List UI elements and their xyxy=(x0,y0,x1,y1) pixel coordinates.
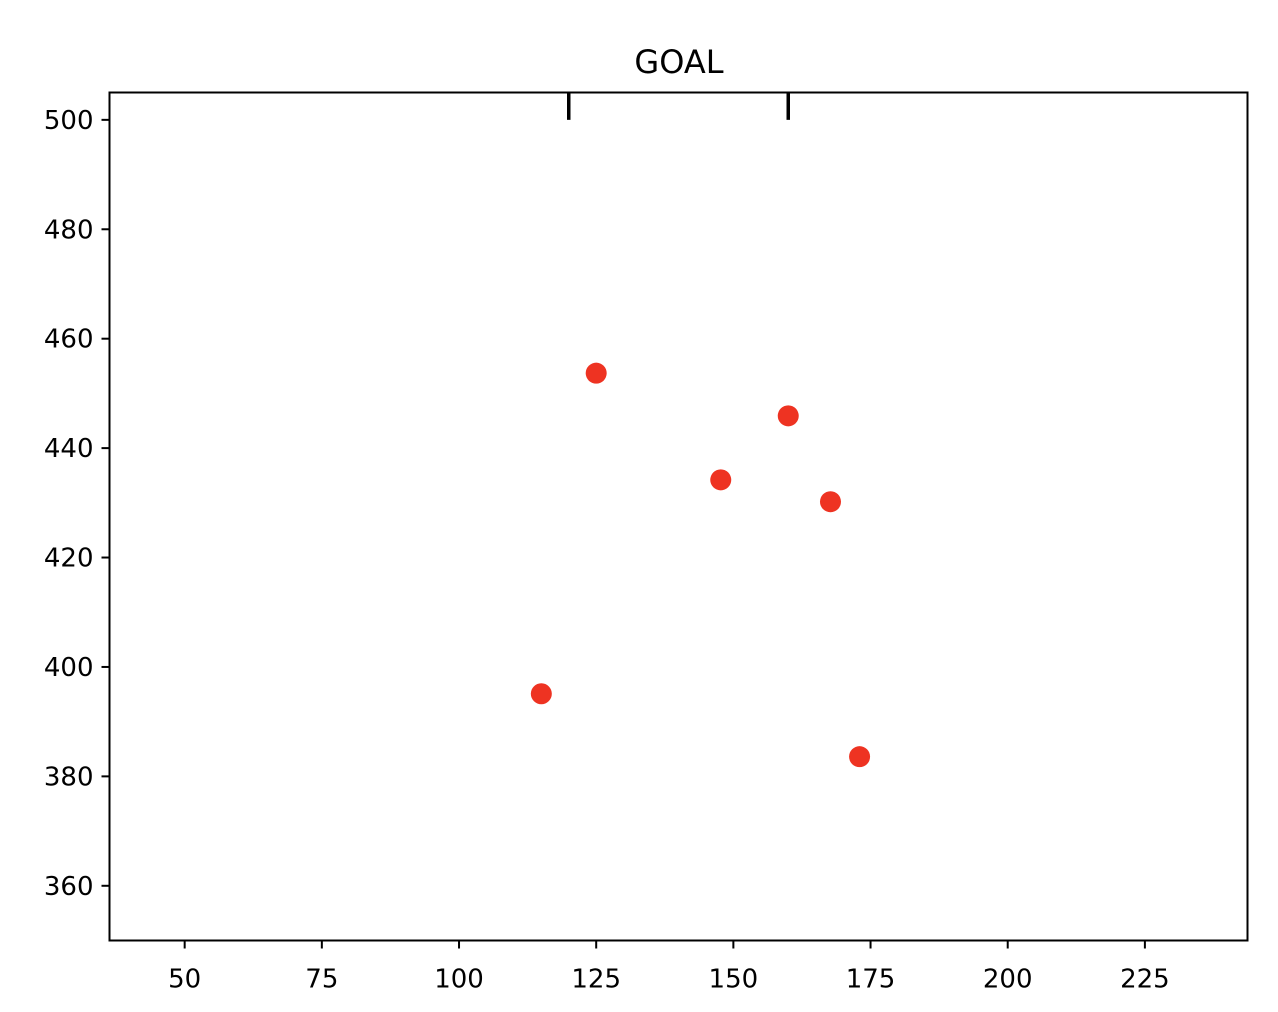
x-tick-label: 100 xyxy=(434,965,484,995)
x-tick-label: 150 xyxy=(709,965,759,995)
plot-frame xyxy=(108,91,1249,942)
y-tick-label: 460 xyxy=(44,325,94,355)
y-axis: 360 380 400 420 440 460 480 500 xyxy=(44,106,110,902)
data-points xyxy=(530,362,871,768)
y-tick-label: 480 xyxy=(44,215,94,245)
x-axis: 50 75 100 125 150 175 200 225 xyxy=(168,940,1170,995)
x-tick-label: 200 xyxy=(983,965,1033,995)
x-tick-label: 50 xyxy=(168,965,201,995)
data-point xyxy=(819,491,841,513)
y-tick-label: 360 xyxy=(44,872,94,902)
x-tick-label: 125 xyxy=(571,965,621,995)
y-tick-label: 420 xyxy=(44,544,94,574)
x-tick-label: 225 xyxy=(1120,965,1170,995)
chart-title: GOAL xyxy=(634,43,723,81)
y-tick-label: 440 xyxy=(44,434,94,464)
data-point xyxy=(849,746,871,768)
data-point xyxy=(710,469,732,491)
y-tick-label: 380 xyxy=(44,762,94,792)
goal-posts xyxy=(567,92,790,120)
x-tick-label: 175 xyxy=(846,965,896,995)
data-point xyxy=(777,405,799,427)
data-point xyxy=(530,683,552,705)
y-tick-label: 400 xyxy=(44,653,94,683)
y-tick-label: 500 xyxy=(44,106,94,136)
x-tick-label: 75 xyxy=(305,965,338,995)
data-point xyxy=(585,362,607,384)
